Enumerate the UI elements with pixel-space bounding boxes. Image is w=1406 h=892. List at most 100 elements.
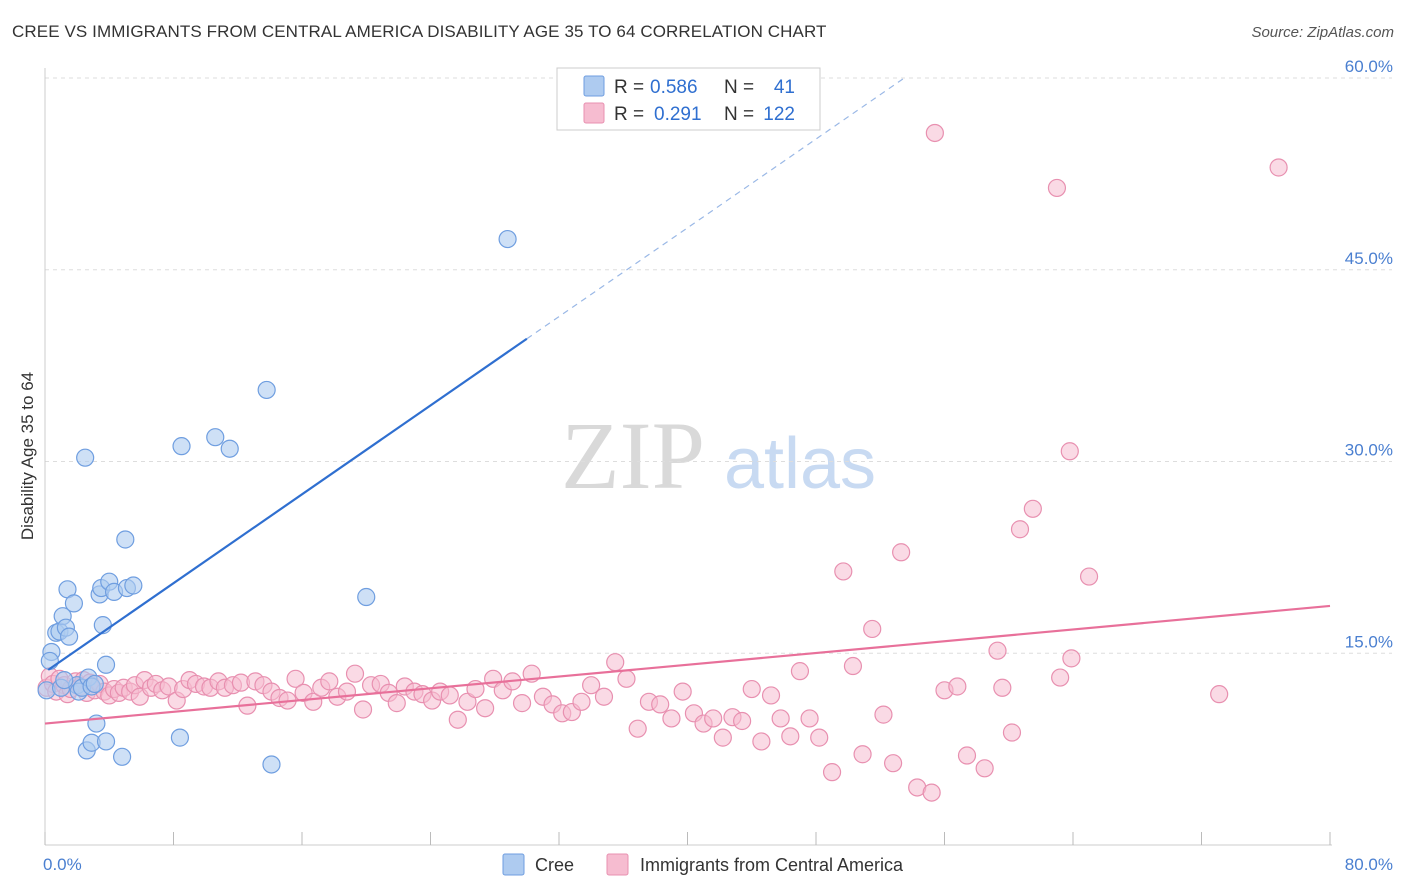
y-tick-label: 60.0% — [1345, 57, 1393, 76]
imm-point — [988, 641, 1007, 660]
imm-point — [1047, 178, 1067, 198]
imm-point — [704, 709, 723, 728]
imm-point — [1210, 685, 1229, 704]
imm-point — [617, 669, 636, 688]
legend: R = 0.586 N = 41 R = 0.291 N = 122 — [556, 67, 821, 131]
bottom-legend-swatch-immigrants — [606, 853, 629, 876]
y-tick-label: 45.0% — [1345, 249, 1393, 268]
imm-point — [713, 728, 732, 747]
imm-point — [594, 687, 614, 706]
chart-title: CREE VS IMMIGRANTS FROM CENTRAL AMERICA … — [12, 22, 827, 41]
watermark-atlas: atlas — [724, 424, 876, 504]
cree-point — [357, 587, 376, 607]
imm-point — [810, 728, 829, 747]
imm-point — [512, 694, 532, 713]
imm-point — [993, 678, 1012, 697]
cree-point — [96, 655, 116, 674]
legend-imm-n-value: 122 — [763, 104, 795, 125]
imm-point — [863, 619, 882, 639]
cree-point — [96, 732, 116, 751]
imm-point — [771, 709, 790, 728]
imm-point — [476, 699, 495, 718]
legend-imm-n-label: N = — [724, 104, 754, 125]
imm-point — [1010, 520, 1030, 539]
axes — [44, 68, 1332, 846]
imm-point — [834, 562, 853, 581]
cree-point — [112, 747, 132, 766]
legend-imm-r-label: R = — [614, 104, 644, 125]
imm-point — [790, 662, 810, 681]
imm-point — [752, 732, 771, 751]
y-tick-label: 30.0% — [1345, 441, 1393, 460]
cree-point — [206, 428, 225, 447]
imm-point — [1002, 723, 1022, 742]
imm-point — [1269, 158, 1288, 177]
y-tick-labels: 15.0% 30.0% 45.0% 60.0% — [1345, 57, 1393, 651]
imm-point — [975, 759, 994, 778]
y-axis-label: Disability Age 35 to 64 — [18, 372, 37, 540]
trend-lines — [44, 77, 1331, 725]
cree-point — [257, 380, 276, 400]
bottom-legend: Cree Immigrants from Central America — [502, 853, 904, 876]
imm-point — [925, 123, 944, 143]
imm-point — [733, 711, 752, 731]
imm-point — [781, 727, 800, 746]
cree-point — [59, 627, 79, 646]
legend-cree-r-label: R = — [614, 77, 644, 98]
source-note: Source: ZipAtlas.com — [1251, 24, 1394, 41]
imm-point — [572, 692, 591, 711]
cree-point — [116, 530, 135, 549]
cree-point — [55, 670, 74, 690]
imm-point — [387, 694, 406, 713]
x-tick-labels: 0.0% 80.0% — [43, 855, 1393, 874]
imm-point — [1060, 442, 1079, 461]
bottom-legend-swatch-cree — [502, 853, 525, 876]
imm-point — [1079, 567, 1099, 586]
imm-point — [883, 754, 903, 773]
bottom-legend-cree: Cree — [535, 855, 574, 875]
imm-point — [874, 705, 893, 724]
imm-point — [1051, 668, 1070, 687]
imm-point — [948, 677, 967, 696]
cree-point — [170, 728, 190, 747]
legend-cree-n-label: N = — [724, 77, 754, 98]
imm-point — [320, 672, 339, 691]
imm-trend-line — [44, 604, 1331, 725]
x-tick-label: 0.0% — [43, 855, 82, 874]
imm-point — [673, 682, 692, 701]
imm-point — [800, 709, 819, 728]
imm-point — [1062, 649, 1081, 668]
cree-point — [220, 439, 239, 458]
x-tick-label: 80.0% — [1345, 855, 1393, 874]
x-ticks — [44, 832, 1331, 845]
cree-point — [76, 448, 95, 467]
imm-point — [345, 664, 365, 683]
gridlines — [45, 77, 1392, 654]
imm-point — [651, 695, 670, 714]
cree-points — [37, 229, 517, 774]
imm-point — [662, 709, 681, 728]
imm-point — [440, 686, 459, 705]
imm-point — [822, 763, 842, 782]
imm-point — [761, 686, 781, 705]
cree-point — [262, 755, 281, 774]
imm-point — [353, 700, 373, 719]
legend-imm-r-value: 0.291 — [654, 104, 702, 125]
cree-point — [64, 594, 84, 613]
imm-point — [957, 746, 977, 765]
imm-point — [742, 679, 761, 699]
cree-point — [124, 576, 143, 595]
imm-point — [853, 745, 872, 764]
imm-point — [892, 543, 911, 562]
legend-swatch-immigrants — [583, 102, 605, 124]
imm-point — [286, 669, 305, 688]
imm-point — [843, 656, 863, 676]
legend-swatch-cree — [583, 75, 605, 97]
bottom-legend-immigrants: Immigrants from Central America — [640, 855, 904, 875]
cree-point — [85, 674, 104, 694]
cree-point — [40, 651, 59, 671]
imm-point — [606, 653, 625, 672]
legend-cree-r-value: 0.586 — [650, 77, 698, 98]
watermark: ZIP atlas — [561, 402, 876, 509]
